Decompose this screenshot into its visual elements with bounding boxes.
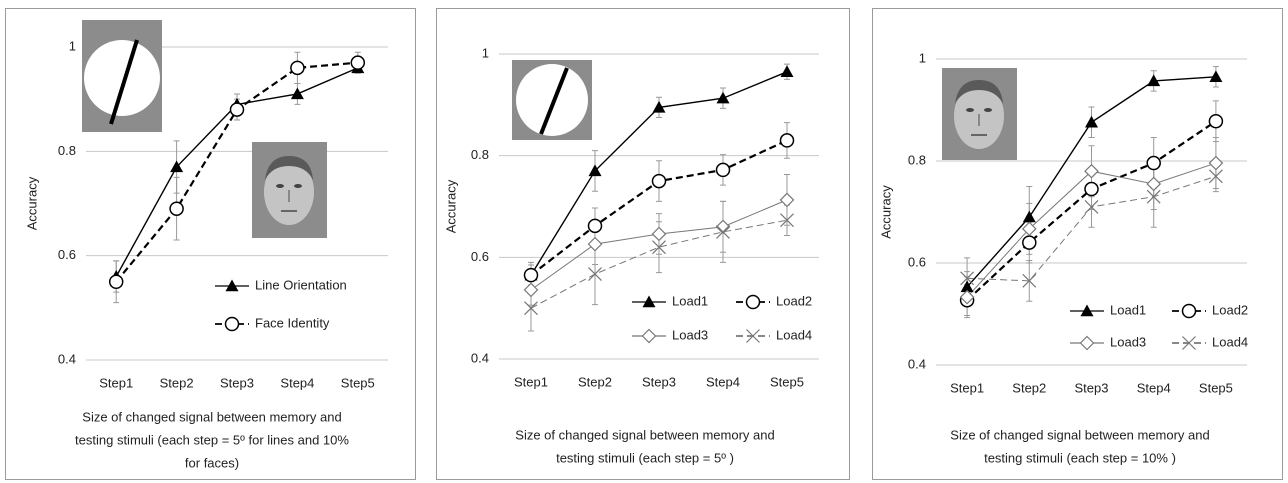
x-tick-label: Step2 [578,374,612,389]
line-stimulus [512,60,592,140]
marker [589,219,602,232]
y-axis-label: Accuracy [24,176,39,230]
marker [1085,183,1098,196]
x-tick-label: Step2 [160,375,194,390]
x-tick-label: Step1 [514,374,548,389]
legend-marker [226,318,239,331]
x-axis-label: testing stimuli (each step = 10% ) [984,450,1176,465]
x-tick-label: Step5 [1199,380,1233,395]
x-tick-label: Step3 [220,375,254,390]
x-axis-label: for faces) [185,455,239,470]
marker [781,134,794,147]
x-axis-label: Size of changed signal between memory an… [950,427,1209,442]
x-axis-label: testing stimuli (each step = 5º for line… [75,432,349,447]
marker [1023,236,1036,249]
marker [717,163,730,176]
marker [170,202,183,215]
x-tick-label: Step5 [341,375,375,390]
x-tick-label: Step2 [1012,380,1046,395]
y-axis-label: Accuracy [878,185,893,239]
x-tick-label: Step3 [642,374,676,389]
y-tick-label: 0.8 [908,152,926,167]
legend-label: Load3 [672,327,708,342]
legend-label: Line Orientation [255,277,347,292]
y-tick-label: 1 [482,45,489,60]
y-tick-label: 0.6 [58,247,76,262]
y-tick-label: 0.4 [908,356,926,371]
y-tick-label: 1 [919,50,926,65]
x-tick-label: Step4 [706,374,740,389]
legend-marker [747,296,760,309]
y-tick-label: 0.8 [58,143,76,158]
marker [231,103,244,116]
x-tick-label: Step1 [950,380,984,395]
marker [110,275,123,288]
marker [351,56,364,69]
x-axis-label: testing stimuli (each step = 5º ) [556,450,734,465]
marker [1147,157,1160,170]
legend-label: Load1 [672,293,708,308]
y-tick-label: 1 [69,38,76,53]
x-tick-label: Step4 [1137,380,1171,395]
legend-label: Face Identity [255,315,330,330]
x-tick-label: Step5 [770,374,804,389]
face-stimulus [942,68,1017,160]
legend-label: Load4 [1212,334,1248,349]
legend-label: Load2 [1212,302,1248,317]
y-axis-label: Accuracy [443,179,458,233]
marker [291,61,304,74]
legend-marker [1183,305,1196,318]
face-stimulus [252,142,327,238]
marker [653,175,666,188]
y-tick-label: 0.4 [58,351,76,366]
marker [1209,115,1222,128]
x-tick-label: Step1 [99,375,133,390]
legend-label: Load4 [776,327,812,342]
y-tick-label: 0.6 [908,254,926,269]
x-tick-label: Step4 [280,375,314,390]
y-tick-label: 0.4 [471,350,489,365]
y-tick-label: 0.6 [471,249,489,264]
panel-frame [873,9,1283,480]
x-tick-label: Step3 [1075,380,1109,395]
legend-entry: Face Identity [215,315,330,330]
line-stimulus [82,20,162,132]
marker [525,269,538,282]
figure: 0.4 0.6 0.8 1 Step1 Step2 Step3 Step4 Step5 Accur… [0,0,1288,483]
legend-label: Load1 [1110,302,1146,317]
y-tick-label: 0.8 [471,147,489,162]
legend-label: Load3 [1110,334,1146,349]
x-axis-label: Size of changed signal between memory an… [515,427,774,442]
x-axis-label: Size of changed signal between memory an… [82,409,341,424]
legend-label: Load2 [776,293,812,308]
